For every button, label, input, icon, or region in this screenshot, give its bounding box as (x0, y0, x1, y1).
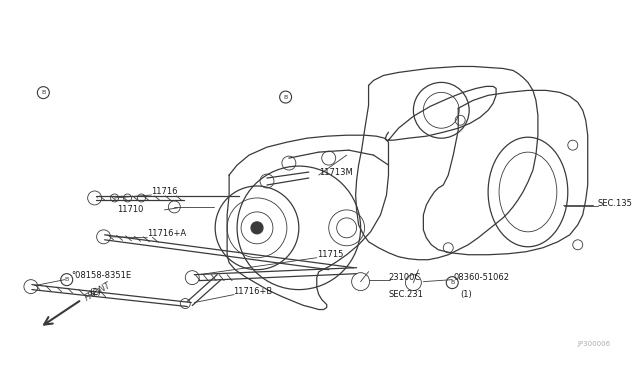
Text: 11716+A: 11716+A (147, 229, 186, 238)
Text: 11710: 11710 (118, 205, 144, 214)
Text: B: B (284, 94, 288, 100)
Text: SEC.231: SEC.231 (388, 290, 424, 299)
Text: 11716: 11716 (152, 187, 178, 196)
Text: B: B (450, 280, 454, 285)
Text: (1): (1) (460, 290, 472, 299)
Circle shape (251, 222, 263, 234)
Text: 11716+B: 11716+B (233, 287, 273, 296)
Text: B: B (65, 277, 69, 282)
Text: SEC.135: SEC.135 (598, 199, 632, 208)
Text: B: B (41, 90, 45, 95)
Text: 11715: 11715 (317, 250, 343, 259)
Text: 08360-51062: 08360-51062 (453, 273, 509, 282)
Text: JP300006: JP300006 (578, 341, 611, 347)
Text: °08158-8351E: °08158-8351E (72, 271, 132, 280)
Text: 23100C: 23100C (388, 273, 420, 282)
Text: FRONT: FRONT (84, 280, 113, 303)
Text: (2): (2) (90, 288, 101, 297)
Text: 11713M: 11713M (319, 167, 353, 177)
